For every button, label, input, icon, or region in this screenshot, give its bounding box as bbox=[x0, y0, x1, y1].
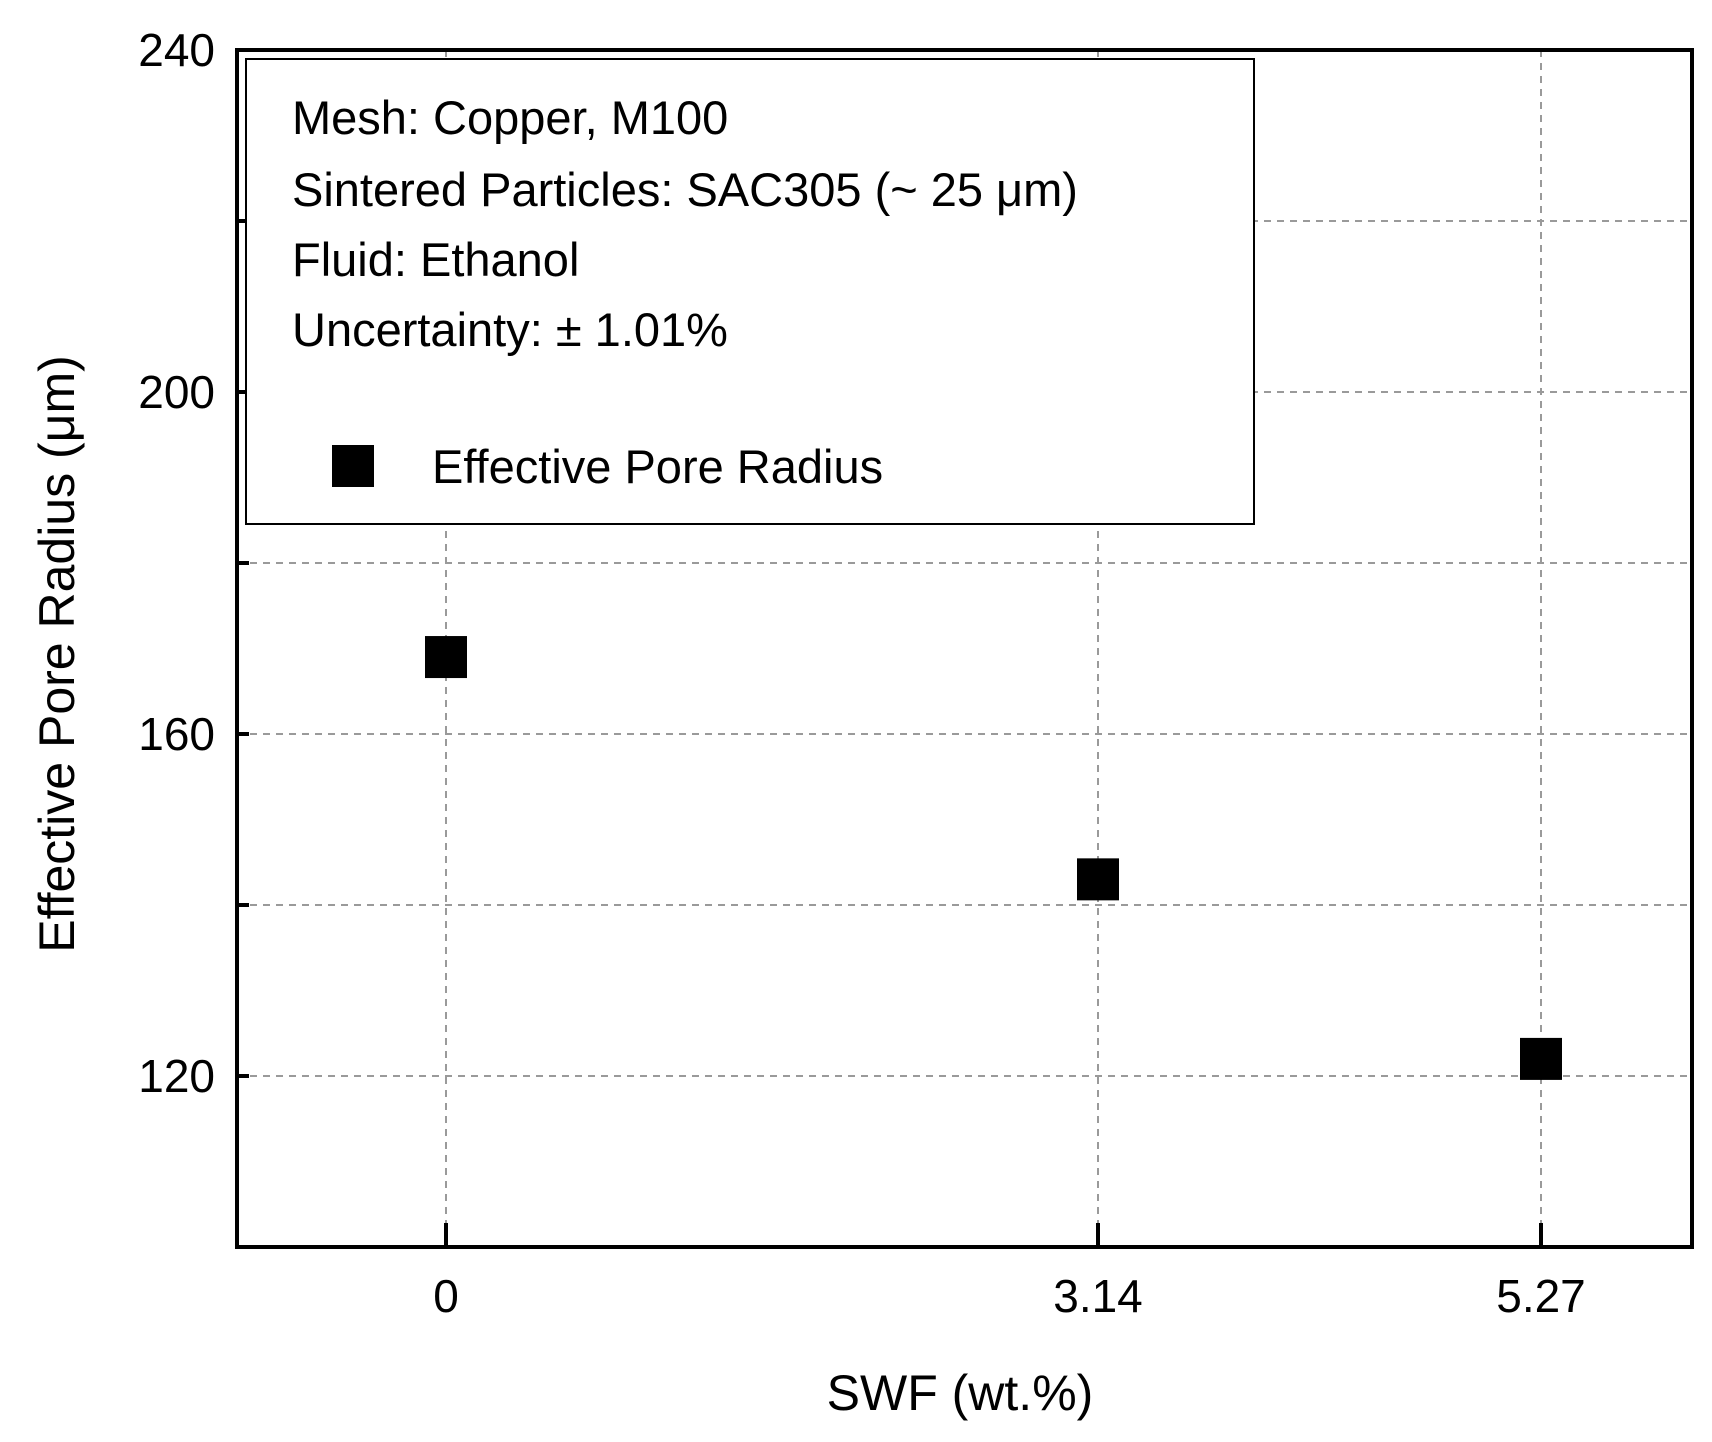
legend: Mesh: Copper, M100 Sintered Particles: S… bbox=[245, 58, 1255, 525]
y-axis-title: Effective Pore Radius (μm) bbox=[29, 355, 85, 953]
x-tick-label: 5.27 bbox=[1496, 1270, 1586, 1322]
annotation-fluid: Fluid: Ethanol bbox=[292, 233, 579, 286]
annotation-particles: Sintered Particles: SAC305 (~ 25 μm) bbox=[292, 163, 1078, 216]
x-tick-label: 3.14 bbox=[1053, 1270, 1143, 1322]
legend-box bbox=[245, 58, 1255, 525]
data-point bbox=[425, 636, 467, 679]
y-tick-label: 120 bbox=[138, 1050, 215, 1102]
annotation-uncertainty: Uncertainty: ± 1.01% bbox=[292, 303, 728, 356]
plot-frame bbox=[235, 48, 1694, 1249]
x-tick-label: 0 bbox=[433, 1270, 459, 1322]
y-tick-label: 160 bbox=[138, 708, 215, 760]
data-point bbox=[1520, 1037, 1562, 1080]
y-tick-label: 240 bbox=[138, 24, 215, 76]
y-tick-label: 200 bbox=[138, 366, 215, 418]
data-point bbox=[1077, 858, 1119, 901]
data-points bbox=[425, 636, 1562, 1080]
legend-marker-square bbox=[332, 445, 374, 487]
annotation-mesh: Mesh: Copper, M100 bbox=[292, 91, 728, 144]
axis-labels: 120 160 200 240 0 3.14 5.27 bbox=[138, 24, 1586, 1322]
x-axis-title: SWF (wt.%) bbox=[827, 1365, 1094, 1421]
legend-label-effective-pore-radius: Effective Pore Radius bbox=[432, 440, 883, 493]
